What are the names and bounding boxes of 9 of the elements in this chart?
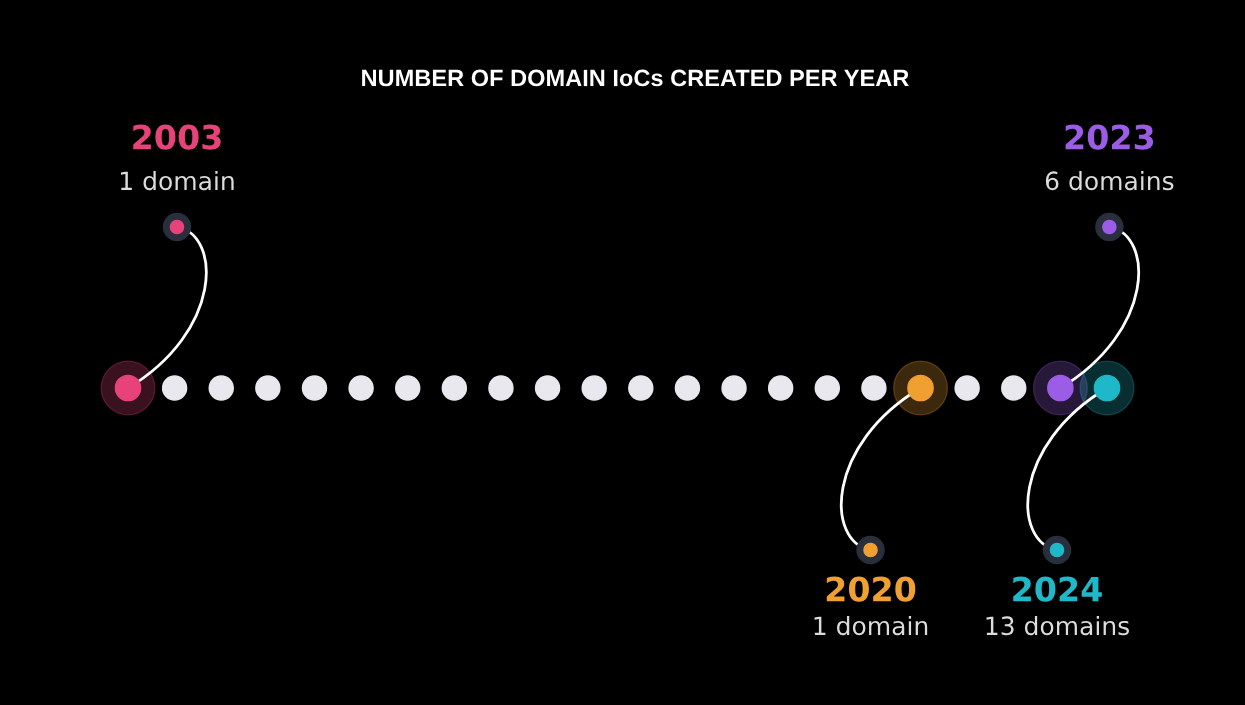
data-label: 13 domains [986,615,1129,636]
category-label: 2023 [1065,124,1154,150]
category-label: 2020 [826,576,916,602]
data-label: 1 domain [814,615,928,636]
text: NUMBER OF DOMAIN IoCs CREATED PER YEAR [362,69,909,87]
category-label: 2003 [133,124,221,150]
data-label: 1 domain [121,170,234,191]
category-label: 2024 [1013,576,1102,602]
data-label: 6 domains [1045,170,1174,191]
